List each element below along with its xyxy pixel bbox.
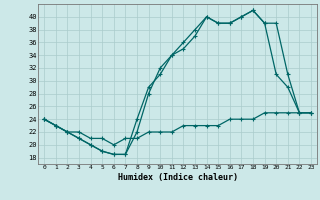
X-axis label: Humidex (Indice chaleur): Humidex (Indice chaleur) bbox=[118, 173, 238, 182]
